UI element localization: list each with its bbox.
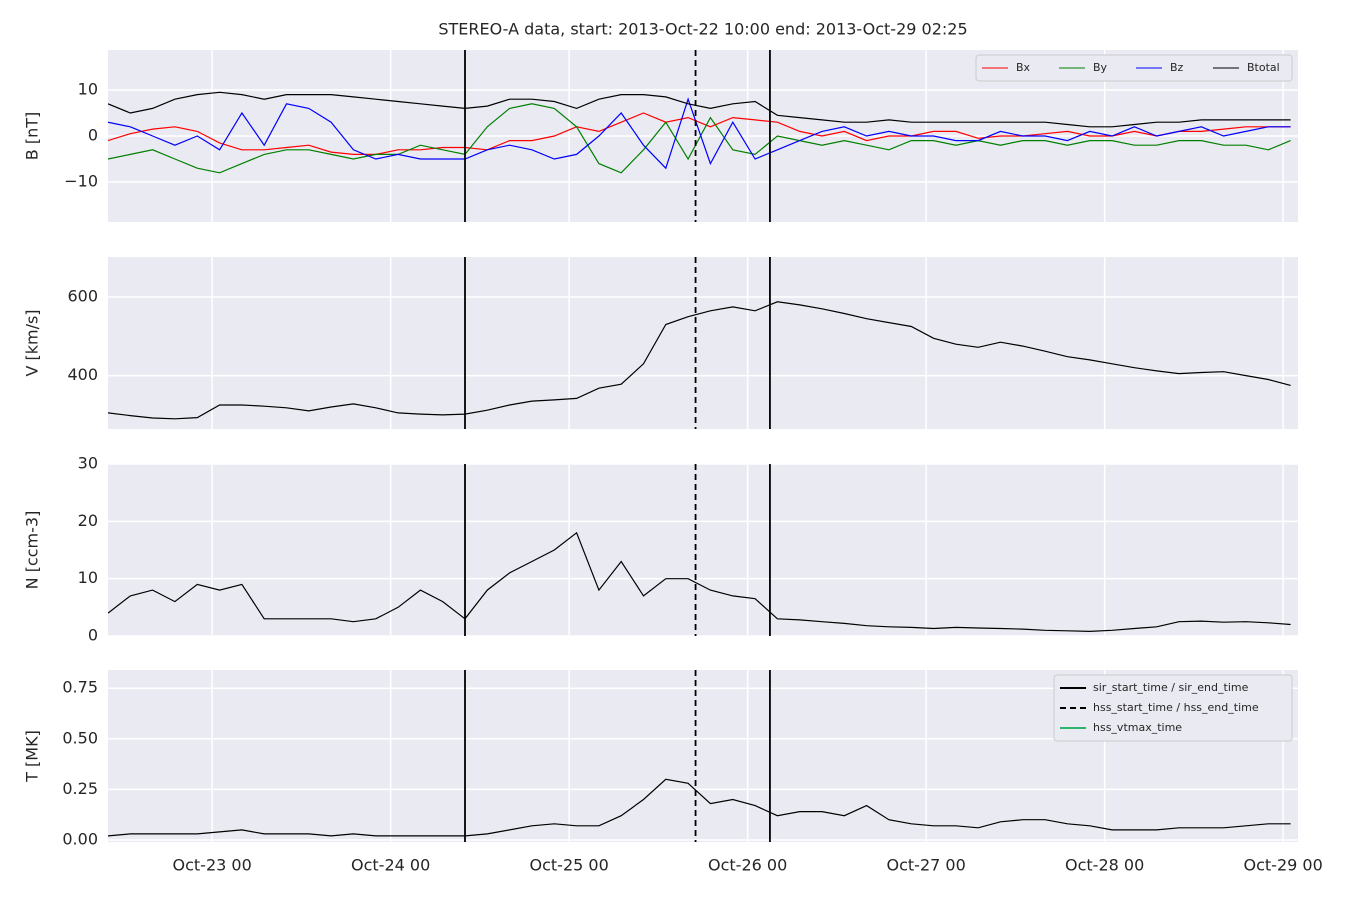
x-tick-label: Oct-28 00 [1065, 856, 1144, 875]
legend: Bx By Bz Btotal [975, 54, 1293, 82]
y-tick-label: 20 [78, 511, 98, 530]
plot-area [108, 464, 1298, 636]
legend-label: By [1093, 61, 1108, 74]
y-tick-label: 600 [67, 287, 98, 306]
y-tick-label: −10 [64, 171, 98, 190]
x-tick-label: Oct-24 00 [351, 856, 430, 875]
x-tick-label: Oct-29 00 [1244, 856, 1323, 875]
y-tick-label: 0.75 [62, 678, 98, 697]
legend-box [975, 54, 1293, 82]
y-tick-label: 0 [88, 126, 98, 145]
legend-label: hss_start_time / hss_end_time [1093, 701, 1259, 714]
y-axis-label: T [MK] [23, 730, 42, 783]
y-axis-label: B [nT] [23, 112, 42, 160]
legend-label: Bx [1016, 61, 1031, 74]
y-tick-label: 0.25 [62, 779, 98, 798]
y-axis-label: N [ccm-3] [23, 511, 42, 590]
y-tick-label: 30 [78, 454, 98, 473]
legend-label: hss_vtmax_time [1093, 721, 1182, 734]
y-axis-label: V [km/s] [23, 309, 42, 376]
legend-label: Bz [1170, 61, 1184, 74]
x-tick-label: Oct-25 00 [530, 856, 609, 875]
series-line [108, 91, 1291, 128]
y-tick-label: 10 [78, 568, 98, 587]
series-line [108, 301, 1291, 420]
legend-label: sir_start_time / sir_end_time [1093, 681, 1249, 694]
y-tick-label: 0.00 [62, 829, 98, 848]
y-tick-label: 400 [67, 365, 98, 384]
series-line [108, 778, 1291, 837]
chart-title: STEREO-A data, start: 2013-Oct-22 10:00 … [438, 20, 967, 39]
y-tick-label: 0.50 [62, 728, 98, 747]
plot-area [108, 257, 1298, 429]
x-tick-label: Oct-27 00 [887, 856, 966, 875]
y-tick-label: 10 [78, 80, 98, 99]
series-line [108, 112, 1291, 155]
x-tick-label: Oct-26 00 [708, 856, 787, 875]
x-tick-label: Oct-23 00 [173, 856, 252, 875]
series-line [108, 103, 1291, 174]
legend-label: Btotal [1247, 61, 1280, 74]
legend: sir_start_time / sir_end_time hss_start_t… [1053, 674, 1293, 742]
series-line [108, 97, 1291, 170]
series-line [108, 531, 1291, 633]
y-tick-label: 0 [88, 626, 98, 645]
legend-box [1053, 674, 1293, 742]
